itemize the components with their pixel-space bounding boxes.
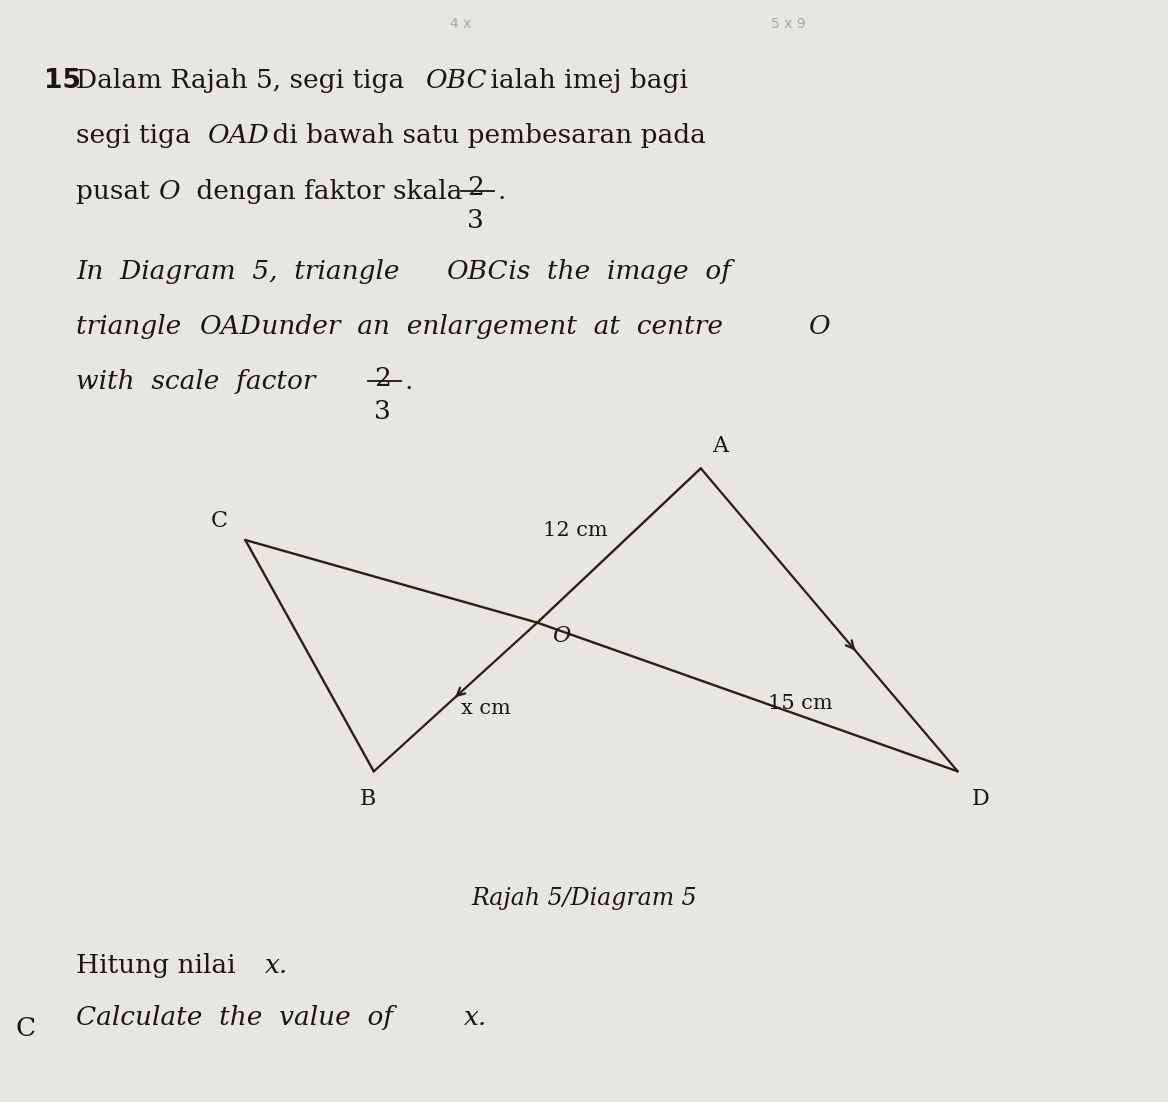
Text: is  the  image  of: is the image of [500,259,731,284]
Text: OBC: OBC [426,68,488,94]
Text: 2: 2 [374,366,390,391]
Text: O: O [552,625,571,647]
Text: A: A [712,435,729,457]
Text: O: O [809,314,832,339]
Text: di bawah satu pembesaran pada: di bawah satu pembesaran pada [264,123,705,149]
Text: .: . [404,369,412,395]
Text: O: O [159,179,181,204]
Text: C: C [15,1016,35,1041]
Text: dengan faktor skala: dengan faktor skala [188,179,471,204]
Text: with  scale  factor: with scale factor [76,369,332,395]
Text: 3: 3 [374,399,390,424]
Text: triangle: triangle [76,314,189,339]
Text: D: D [972,788,989,810]
Text: In  Diagram  5,  triangle: In Diagram 5, triangle [76,259,408,284]
Text: 12 cm: 12 cm [543,521,607,540]
Text: Hitung nilai: Hitung nilai [76,953,244,979]
Text: 15: 15 [44,68,82,95]
Text: x.: x. [265,953,288,979]
Text: Rajah 5/Diagram 5: Rajah 5/Diagram 5 [471,887,697,910]
Text: 2: 2 [467,175,484,201]
Text: segi tiga: segi tiga [76,123,199,149]
Text: 5 x 9: 5 x 9 [771,17,806,31]
Text: under  an  enlargement  at  centre: under an enlargement at centre [253,314,732,339]
Text: B: B [360,788,376,810]
Text: Dalam Rajah 5, segi tiga: Dalam Rajah 5, segi tiga [76,68,412,94]
Text: x cm: x cm [461,699,512,717]
Text: 15 cm: 15 cm [767,694,833,713]
Text: pusat: pusat [76,179,158,204]
Text: x.: x. [464,1005,487,1030]
Text: .: . [498,179,506,204]
Text: Calculate  the  value  of: Calculate the value of [76,1005,410,1030]
Text: 4 x: 4 x [450,17,471,31]
Text: OAD: OAD [208,123,270,149]
Text: OBC: OBC [447,259,509,284]
Text: 3: 3 [467,208,484,234]
Text: C: C [210,510,228,532]
Text: ialah imej bagi: ialah imej bagi [482,68,688,94]
Text: OAD: OAD [200,314,262,339]
